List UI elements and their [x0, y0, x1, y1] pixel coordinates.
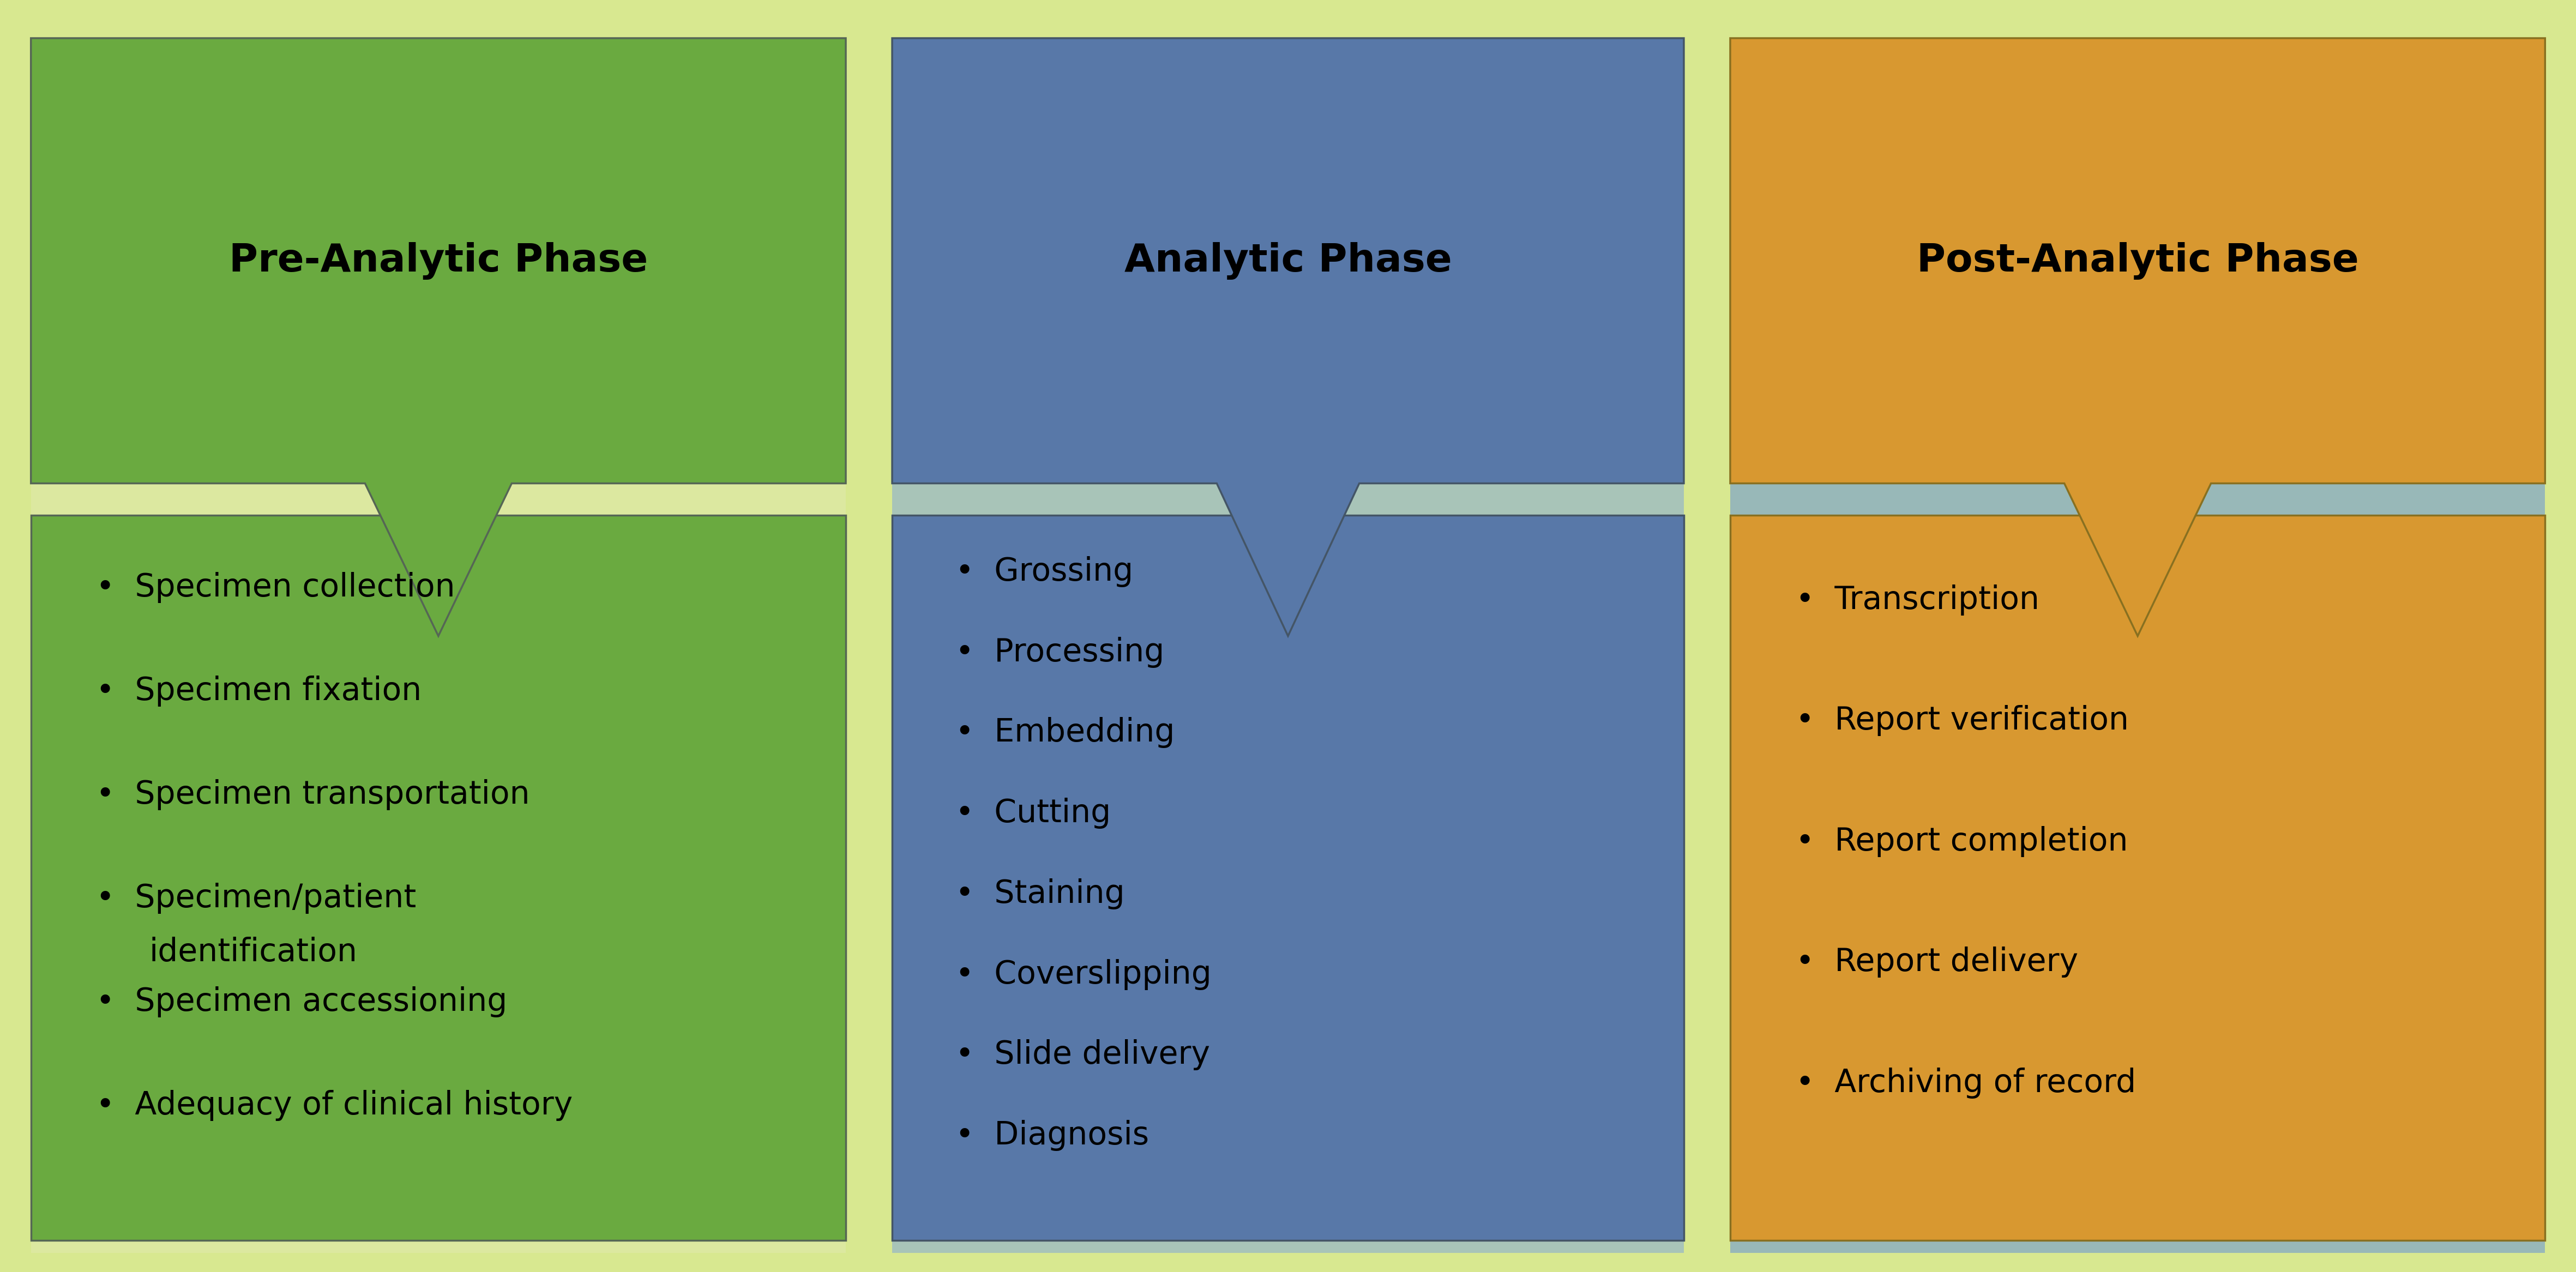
Text: •  Archiving of record: • Archiving of record [1795, 1067, 2136, 1099]
Text: •  Report delivery: • Report delivery [1795, 946, 2079, 978]
Text: Analytic Phase: Analytic Phase [1123, 242, 1453, 280]
Bar [31, 38, 845, 1253]
Text: •  Slide delivery: • Slide delivery [956, 1039, 1211, 1071]
Text: •  Specimen transportation: • Specimen transportation [95, 780, 531, 810]
Text: •  Processing: • Processing [956, 636, 1164, 668]
Text: •  Specimen/patient: • Specimen/patient [95, 883, 417, 915]
Text: •  Diagnosis: • Diagnosis [956, 1119, 1149, 1151]
Text: •  Staining: • Staining [956, 878, 1126, 909]
Text: •  Specimen fixation: • Specimen fixation [95, 675, 422, 707]
Text: •  Embedding: • Embedding [956, 717, 1175, 748]
Text: •  Adequacy of clinical history: • Adequacy of clinical history [95, 1090, 572, 1121]
Bar [1731, 515, 2545, 1240]
Text: •  Cutting: • Cutting [956, 798, 1110, 829]
Bar [891, 515, 1685, 1240]
Text: Post-Analytic Phase: Post-Analytic Phase [1917, 242, 2360, 280]
Polygon shape [1731, 38, 2545, 636]
Text: •  Specimen collection: • Specimen collection [95, 572, 456, 603]
Text: •  Coverslipping: • Coverslipping [956, 959, 1211, 990]
Text: •  Report completion: • Report completion [1795, 826, 2128, 857]
Bar [31, 515, 845, 1240]
Bar [1731, 38, 2545, 1253]
Text: •  Specimen accessioning: • Specimen accessioning [95, 986, 507, 1018]
Text: Pre-Analytic Phase: Pre-Analytic Phase [229, 242, 647, 280]
Text: •  Report verification: • Report verification [1795, 705, 2128, 736]
Polygon shape [891, 38, 1685, 636]
Bar [891, 38, 1685, 1253]
Polygon shape [31, 38, 845, 636]
Text: •  Grossing: • Grossing [956, 556, 1133, 588]
Text: identification: identification [149, 936, 358, 968]
Text: •  Transcription: • Transcription [1795, 584, 2040, 616]
